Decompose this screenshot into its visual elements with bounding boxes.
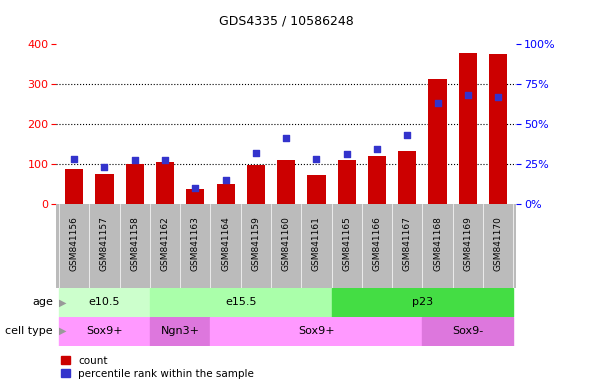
Point (463, 92, 473, 98)
Text: Sox9+: Sox9+ (298, 326, 335, 336)
Point (433, 100, 442, 106)
Bar (186, 189, 204, 204)
Text: GSM841170: GSM841170 (494, 216, 503, 271)
Text: ▶: ▶ (59, 297, 67, 308)
Point (130, 157, 139, 164)
Text: GSM841156: GSM841156 (70, 216, 78, 271)
Bar (59, 317, 150, 346)
Text: Ngn3+: Ngn3+ (160, 326, 199, 336)
Text: e15.5: e15.5 (225, 297, 257, 308)
Point (251, 149, 261, 156)
Bar (247, 165, 265, 204)
Bar (398, 151, 417, 204)
Text: ▶: ▶ (59, 326, 67, 336)
Point (281, 135, 291, 141)
Text: Sox9-: Sox9- (452, 326, 483, 336)
Text: GSM841165: GSM841165 (342, 216, 351, 271)
Bar (428, 79, 447, 204)
Text: GSM841161: GSM841161 (312, 216, 321, 271)
Bar (422, 317, 513, 346)
Text: Sox9+: Sox9+ (86, 326, 123, 336)
Point (372, 146, 382, 152)
Point (312, 156, 321, 162)
Text: GSM841164: GSM841164 (221, 216, 230, 271)
Bar (211, 317, 422, 346)
Text: GDS4335 / 10586248: GDS4335 / 10586248 (219, 15, 353, 28)
Bar (217, 184, 235, 204)
Bar (65, 169, 83, 204)
Text: GSM841157: GSM841157 (100, 216, 109, 271)
Text: GSM841160: GSM841160 (281, 216, 291, 271)
Legend: count, percentile rank within the sample: count, percentile rank within the sample (61, 356, 254, 379)
Bar (332, 288, 513, 317)
Bar (337, 160, 356, 204)
Point (493, 94, 503, 100)
Text: GSM841167: GSM841167 (403, 216, 412, 271)
Text: GSM841159: GSM841159 (251, 216, 260, 271)
Bar (458, 53, 477, 204)
Point (160, 157, 170, 164)
Bar (126, 164, 144, 204)
Bar (150, 317, 211, 346)
Point (402, 132, 412, 138)
Bar (150, 288, 332, 317)
Bar (368, 156, 386, 204)
Bar (96, 174, 113, 204)
Text: cell type: cell type (5, 326, 53, 336)
Text: age: age (32, 297, 53, 308)
Point (70, 156, 79, 162)
Point (342, 151, 352, 157)
Point (100, 164, 109, 170)
Bar (277, 160, 295, 204)
Text: GSM841162: GSM841162 (160, 216, 169, 271)
Text: GSM841168: GSM841168 (433, 216, 442, 271)
Bar (59, 288, 150, 317)
Text: GSM841166: GSM841166 (372, 216, 382, 271)
Bar (489, 54, 507, 204)
Text: GSM841163: GSM841163 (191, 216, 200, 271)
Text: p23: p23 (412, 297, 433, 308)
Bar (307, 175, 326, 204)
Text: GSM841158: GSM841158 (130, 216, 139, 271)
Text: GSM841169: GSM841169 (463, 216, 473, 271)
Point (191, 185, 200, 191)
Text: e10.5: e10.5 (88, 297, 120, 308)
Point (221, 177, 230, 183)
Bar (156, 162, 174, 204)
